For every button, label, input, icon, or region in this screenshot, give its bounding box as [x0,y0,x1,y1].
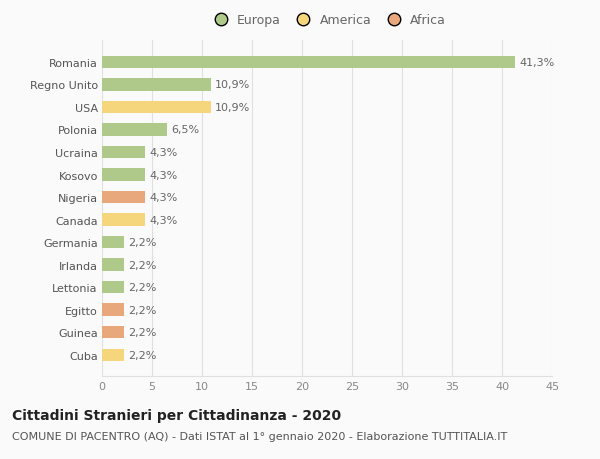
Text: 2,2%: 2,2% [128,305,157,315]
Legend: Europa, America, Africa: Europa, America, Africa [203,9,451,32]
Bar [102,124,167,136]
Bar [102,191,145,204]
Text: 2,2%: 2,2% [128,283,157,292]
Text: 10,9%: 10,9% [215,80,250,90]
Text: 10,9%: 10,9% [215,103,250,112]
Bar [102,281,124,294]
Text: COMUNE DI PACENTRO (AQ) - Dati ISTAT al 1° gennaio 2020 - Elaborazione TUTTITALI: COMUNE DI PACENTRO (AQ) - Dati ISTAT al … [12,431,507,442]
Bar [102,214,145,226]
Text: 4,3%: 4,3% [149,215,177,225]
Text: 2,2%: 2,2% [128,260,157,270]
Bar [102,101,211,114]
Text: 4,3%: 4,3% [149,193,177,202]
Bar [102,326,124,339]
Bar [102,349,124,361]
Bar [102,236,124,249]
Bar [102,259,124,271]
Bar [102,304,124,316]
Text: 2,2%: 2,2% [128,350,157,360]
Bar [102,146,145,159]
Text: 4,3%: 4,3% [149,148,177,157]
Bar [102,169,145,181]
Bar [102,56,515,69]
Text: 6,5%: 6,5% [171,125,199,135]
Text: 41,3%: 41,3% [519,58,554,68]
Bar [102,79,211,91]
Text: 4,3%: 4,3% [149,170,177,180]
Text: Cittadini Stranieri per Cittadinanza - 2020: Cittadini Stranieri per Cittadinanza - 2… [12,409,341,422]
Text: 2,2%: 2,2% [128,238,157,247]
Text: 2,2%: 2,2% [128,328,157,337]
